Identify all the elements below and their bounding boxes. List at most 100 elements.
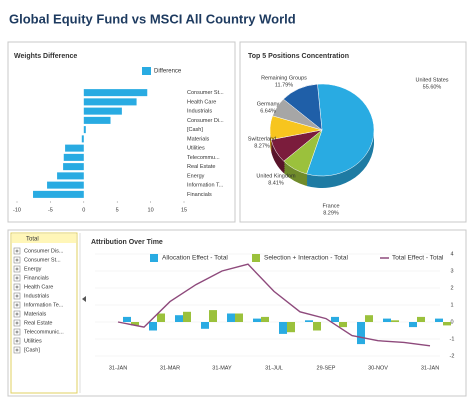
- panel-title: Weights Difference: [14, 53, 77, 60]
- bar: [83, 89, 148, 97]
- bar: [47, 181, 84, 189]
- expand-plus: [15, 294, 19, 298]
- bar: [227, 313, 235, 322]
- y-tick-label: 0: [450, 319, 453, 325]
- x-tick-label: 30-NOV: [368, 365, 388, 371]
- bar: [235, 313, 243, 322]
- page-title: Global Equity Fund vs MSCI All Country W…: [9, 11, 296, 26]
- legend-swatch: [252, 254, 260, 262]
- pie-label: United Kingdom: [256, 173, 296, 179]
- bar: [83, 107, 122, 115]
- pie-value-label: 55.60%: [423, 84, 442, 90]
- bar: [63, 163, 84, 171]
- bar: [201, 322, 209, 329]
- panel-title: Top 5 Positions Concentration: [248, 53, 349, 60]
- bar: [287, 322, 295, 333]
- expand-plus: [15, 339, 19, 343]
- bar: [83, 98, 137, 106]
- bar: [65, 144, 84, 152]
- bar: [279, 322, 287, 334]
- tree-item[interactable]: Information Te...: [24, 302, 64, 308]
- category-label: Utilities: [187, 146, 205, 152]
- expand-plus: [15, 285, 19, 289]
- pie-label: Switzerland: [248, 136, 276, 142]
- panel: [7, 229, 467, 397]
- expand-plus: [15, 312, 19, 316]
- category-label: Health Care: [187, 99, 216, 105]
- pie-label: Germany: [257, 101, 280, 107]
- expand-plus: [15, 348, 19, 352]
- legend-label: Selection + Interaction - Total: [264, 255, 348, 262]
- bar: [339, 322, 347, 328]
- tree-item[interactable]: Industrials: [24, 293, 49, 299]
- bar: [253, 318, 261, 322]
- pie-value-label: 8.29%: [323, 210, 339, 216]
- legend-label: Difference: [154, 69, 182, 75]
- category-label: Consumer St...: [187, 90, 224, 96]
- y-tick-label: 3: [450, 268, 453, 274]
- bar: [331, 316, 339, 322]
- bar: [357, 322, 365, 345]
- panel-title: Attribution Over Time: [91, 239, 163, 246]
- x-tick-label: 31-MAR: [160, 365, 180, 371]
- bar: [183, 311, 191, 322]
- bar: [63, 153, 84, 161]
- pie-value-label: 6.64%: [260, 108, 276, 114]
- tree-item[interactable]: Financials: [24, 275, 49, 281]
- x-tick-label: 15: [181, 207, 187, 213]
- x-tick-label: 10: [148, 207, 154, 213]
- tree-item[interactable]: Utilities: [24, 338, 42, 344]
- bar: [443, 322, 451, 326]
- y-tick-label: -1: [450, 336, 455, 342]
- category-label: Materials: [187, 136, 210, 142]
- bar: [209, 310, 217, 322]
- category-label: Financials: [187, 192, 212, 198]
- bar: [435, 318, 443, 322]
- legend-swatch: [150, 254, 158, 262]
- line: [117, 263, 431, 347]
- x-tick-label: 31-JAN: [421, 365, 439, 371]
- bar: [409, 322, 417, 328]
- bar: [83, 116, 111, 124]
- expand-plus: [15, 321, 19, 325]
- tree-panel: [10, 232, 78, 394]
- tree-item[interactable]: Consumer Dis...: [24, 248, 64, 254]
- x-tick-label: 31-MAY: [212, 365, 232, 371]
- pie-value-label: 8.41%: [268, 180, 284, 186]
- category-label: [Cash]: [187, 127, 203, 133]
- tree-header-bg[interactable]: [12, 234, 76, 243]
- tree-item[interactable]: Real Estate: [24, 320, 52, 326]
- tree-item[interactable]: Telecommunic...: [24, 329, 64, 335]
- expand-plus: [15, 249, 19, 253]
- pie-label: United States: [415, 77, 448, 83]
- tree-item[interactable]: Materials: [24, 311, 47, 317]
- bar: [175, 315, 183, 322]
- category-label: Industrials: [187, 109, 212, 115]
- tree-item[interactable]: Health Care: [24, 284, 53, 290]
- legend-label: Total Effect - Total: [392, 255, 444, 262]
- tree-item[interactable]: Energy: [24, 266, 42, 272]
- category-label: Consumer Di...: [187, 118, 224, 124]
- expand-plus: [15, 258, 19, 262]
- y-tick-label: 1: [450, 302, 453, 308]
- expand-plus: [15, 276, 19, 280]
- bar: [313, 322, 321, 331]
- y-tick-label: 2: [450, 285, 453, 291]
- pie-label: France: [322, 203, 339, 209]
- category-label: Real Estate: [187, 164, 215, 170]
- x-tick-label: -10: [13, 207, 21, 213]
- expand-plus: [15, 267, 19, 271]
- x-tick-label: -5: [48, 207, 53, 213]
- pie-value-label: 8.27%: [254, 143, 270, 149]
- tree-header[interactable]: Total: [26, 237, 39, 243]
- pie-label: Remaining Groups: [261, 75, 307, 81]
- bar: [261, 316, 269, 322]
- pie-slice: [306, 83, 375, 177]
- collapse-icon[interactable]: [82, 296, 86, 302]
- y-tick-label: 4: [450, 251, 453, 257]
- tree-item[interactable]: Consumer St...: [24, 257, 61, 263]
- y-tick-label: -2: [450, 353, 455, 359]
- bar: [305, 320, 313, 322]
- tree-item[interactable]: [Cash]: [24, 347, 40, 353]
- expand-plus: [15, 303, 19, 307]
